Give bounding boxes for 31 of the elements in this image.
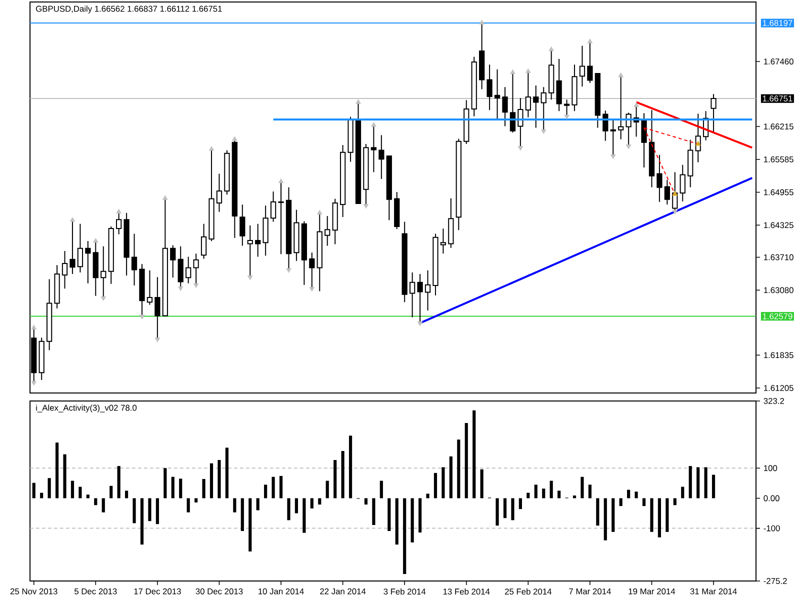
ref-line-label: 1.62579 — [762, 313, 792, 320]
y-tick-label: 1.61205 — [764, 385, 794, 392]
ref-line-label: 1.66751 — [762, 96, 792, 102]
y-tick-label: 1.67460 — [764, 58, 794, 64]
chart-title: i_Alex_Activity(3)_v02 78.0 — [36, 404, 137, 412]
y-tick-label: 1.61835 — [764, 352, 794, 358]
x-tick-label: 25 Feb 2014 — [504, 588, 552, 595]
x-tick-label: 5 Dec 2013 — [74, 588, 117, 594]
y-tick-label: 1.66215 — [764, 124, 794, 130]
y-tick-label: 1.63080 — [764, 287, 794, 294]
x-tick-label: 13 Feb 2014 — [443, 588, 490, 595]
y-tick-label: 1.65585 — [764, 156, 794, 162]
x-tick-label: 3 Feb 2014 — [384, 588, 426, 595]
ref-line-label: 1.68197 — [762, 20, 792, 26]
y-tick-label: 1.64955 — [764, 189, 794, 196]
x-tick-label: 19 Mar 2014 — [628, 588, 676, 594]
y-tick-label: -275.2 — [764, 578, 787, 584]
x-tick-label: 22 Jan 2014 — [320, 588, 366, 594]
y-tick-label: -100 — [764, 525, 780, 532]
x-tick-label: 10 Jan 2014 — [258, 588, 304, 594]
y-tick-label: 0.00 — [764, 495, 780, 502]
y-tick-label: 1.64325 — [764, 222, 794, 228]
x-tick-label: 30 Dec 2013 — [196, 588, 243, 594]
x-tick-label: 25 Nov 2013 — [10, 588, 58, 594]
chart-title: GBPUSD,Daily 1.66562 1.66837 1.66112 1.66751 — [36, 6, 222, 14]
y-tick-label: 323.2 — [764, 398, 784, 404]
x-tick-label: 17 Dec 2013 — [134, 588, 181, 594]
y-tick-label: 1.63710 — [764, 254, 794, 260]
x-tick-label: 7 Mar 2014 — [569, 588, 611, 594]
x-tick-label: 31 Mar 2014 — [690, 588, 737, 594]
y-tick-label: 100 — [764, 465, 778, 472]
